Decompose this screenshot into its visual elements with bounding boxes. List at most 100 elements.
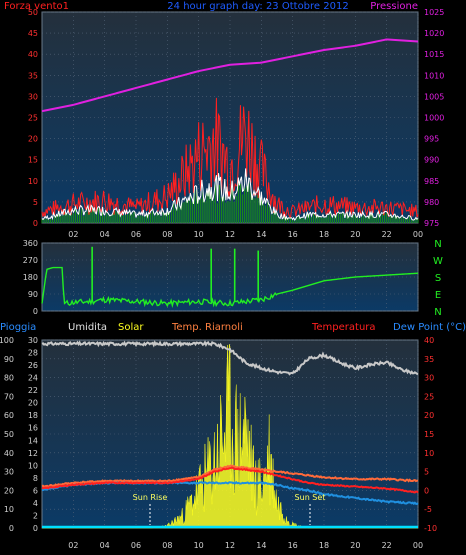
temp-apparent-line — [41, 464, 419, 489]
direction-axis-tick: 90 — [28, 290, 38, 299]
x-tick-label-top: 06 — [131, 230, 141, 239]
direction-axis-tick: 270 — [23, 256, 38, 265]
rain-axis-tick: 20 — [4, 486, 14, 495]
x-tick-label-top: 08 — [162, 230, 172, 239]
temp-axis-tick: -10 — [424, 524, 437, 533]
wind-pressure-series — [41, 38, 419, 223]
temp-axis-tick: 35 — [424, 355, 434, 364]
x-tick-label-bottom: 08 — [162, 541, 172, 550]
wind-axis-tick: 45 — [28, 29, 38, 38]
solar-axis-tick: 12 — [28, 449, 38, 458]
solar-axis-tick: 10 — [28, 461, 38, 470]
solar-axis-tick: 18 — [28, 411, 38, 420]
rain-temp-series — [41, 340, 419, 529]
solar-axis-tick: 16 — [28, 424, 38, 433]
compass-label: N — [434, 307, 441, 318]
compass-label: N — [434, 239, 441, 250]
solar-axis-tick: 26 — [28, 361, 38, 370]
rain-axis-tick: 70 — [4, 392, 14, 401]
pressure-axis-tick: 980 — [424, 198, 439, 207]
legend-temp-app: Temp. Riarnoli — [171, 322, 243, 333]
wind-axis-tick: 40 — [28, 50, 38, 59]
pressure-line — [41, 38, 419, 113]
wind-axis-tick: 0 — [33, 219, 38, 228]
wind-axis-tick: 50 — [28, 8, 38, 17]
legend-humidity: Umidita — [68, 322, 107, 333]
temp-axis-tick: 5 — [424, 468, 429, 477]
solar-axis-tick: 6 — [33, 486, 38, 495]
direction-axis-tick: 180 — [23, 273, 38, 282]
axis-labels: 0510152025303540455097598098599099510001… — [0, 8, 444, 550]
x-tick-label-top: 00 — [413, 230, 423, 239]
rain-axis-tick: 60 — [4, 411, 14, 420]
pressure-axis-tick: 1010 — [424, 71, 444, 80]
rain-axis-tick: 50 — [4, 430, 14, 439]
solar-axis-tick: 4 — [33, 499, 38, 508]
x-tick-label-top: 02 — [68, 230, 78, 239]
x-tick-label-bottom: 14 — [256, 541, 266, 550]
direction-axis-tick: 0 — [33, 307, 38, 316]
pressure-axis-tick: 1020 — [424, 29, 444, 38]
rain-axis-tick: 100 — [0, 336, 14, 345]
compass-label: S — [435, 273, 441, 284]
solar-axis-tick: 30 — [28, 336, 38, 345]
wind-axis-tick: 10 — [28, 177, 38, 186]
pressure-axis-tick: 975 — [424, 219, 439, 228]
solar-axis-tick: 28 — [28, 349, 38, 358]
wind-axis-tick: 15 — [28, 156, 38, 165]
humidity-line — [41, 340, 419, 376]
temp-axis-tick: 15 — [424, 430, 434, 439]
legend-solar: Solar — [118, 322, 144, 333]
solar-axis-tick: 24 — [28, 374, 38, 383]
pressure-axis-tick: 1015 — [424, 50, 444, 59]
pressure-title: Pressione — [370, 1, 418, 12]
pressure-axis-tick: 1005 — [424, 92, 444, 101]
wind-title: Forza vento1 — [4, 1, 69, 12]
rain-axis-tick: 10 — [4, 505, 14, 514]
x-tick-label-bottom: 20 — [350, 541, 360, 550]
rain-axis-tick: 90 — [4, 355, 14, 364]
compass-label: W — [433, 256, 443, 267]
x-tick-label-top: 14 — [256, 230, 266, 239]
temp-axis-tick: 0 — [424, 486, 429, 495]
pressure-axis-tick: 990 — [424, 156, 439, 165]
x-tick-label-top: 18 — [319, 230, 329, 239]
rain-axis-tick: 30 — [4, 468, 14, 477]
wind-axis-tick: 20 — [28, 135, 38, 144]
temp-axis-tick: 30 — [424, 374, 434, 383]
wind-avg-line — [41, 168, 419, 222]
x-tick-label-top: 22 — [382, 230, 392, 239]
solar-axis-tick: 22 — [28, 386, 38, 395]
x-tick-label-bottom: 10 — [194, 541, 204, 550]
x-tick-label-bottom: 18 — [319, 541, 329, 550]
x-tick-label-top: 16 — [288, 230, 298, 239]
solar-axis-tick: 0 — [33, 524, 38, 533]
wind-axis-tick: 25 — [28, 114, 38, 123]
x-tick-label-top: 10 — [194, 230, 204, 239]
temp-axis-tick: 25 — [424, 392, 434, 401]
solar-axis-tick: 2 — [33, 511, 38, 520]
x-tick-label-top: 12 — [225, 230, 235, 239]
pressure-axis-tick: 1025 — [424, 8, 444, 17]
sun-set-label: Sun Set — [295, 493, 326, 502]
chart-title: 24 hour graph day: 23 Ottobre 2012 — [167, 1, 348, 12]
legend-temperature: Temperatura — [311, 322, 376, 333]
x-tick-label-top: 20 — [350, 230, 360, 239]
sun-rise-label: Sun Rise — [133, 493, 168, 502]
solar-axis-tick: 14 — [28, 436, 38, 445]
temperature-line — [41, 466, 419, 494]
temp-axis-tick: -5 — [424, 505, 432, 514]
x-tick-label-bottom: 12 — [225, 541, 235, 550]
direction-line — [41, 266, 419, 309]
legend-dew-point: Dew Point (°C) — [393, 322, 466, 333]
wind-axis-tick: 5 — [33, 198, 38, 207]
wind-axis-tick: 35 — [28, 71, 38, 80]
wind-direction-series — [41, 246, 419, 309]
x-tick-label-bottom: 00 — [413, 541, 423, 550]
x-tick-label-bottom: 02 — [68, 541, 78, 550]
rain-axis-tick: 80 — [4, 374, 14, 383]
rain-axis-tick: 40 — [4, 449, 14, 458]
legend-rain: Pioggia — [0, 322, 36, 333]
wind-axis-tick: 30 — [28, 92, 38, 101]
x-tick-label-bottom: 22 — [382, 541, 392, 550]
